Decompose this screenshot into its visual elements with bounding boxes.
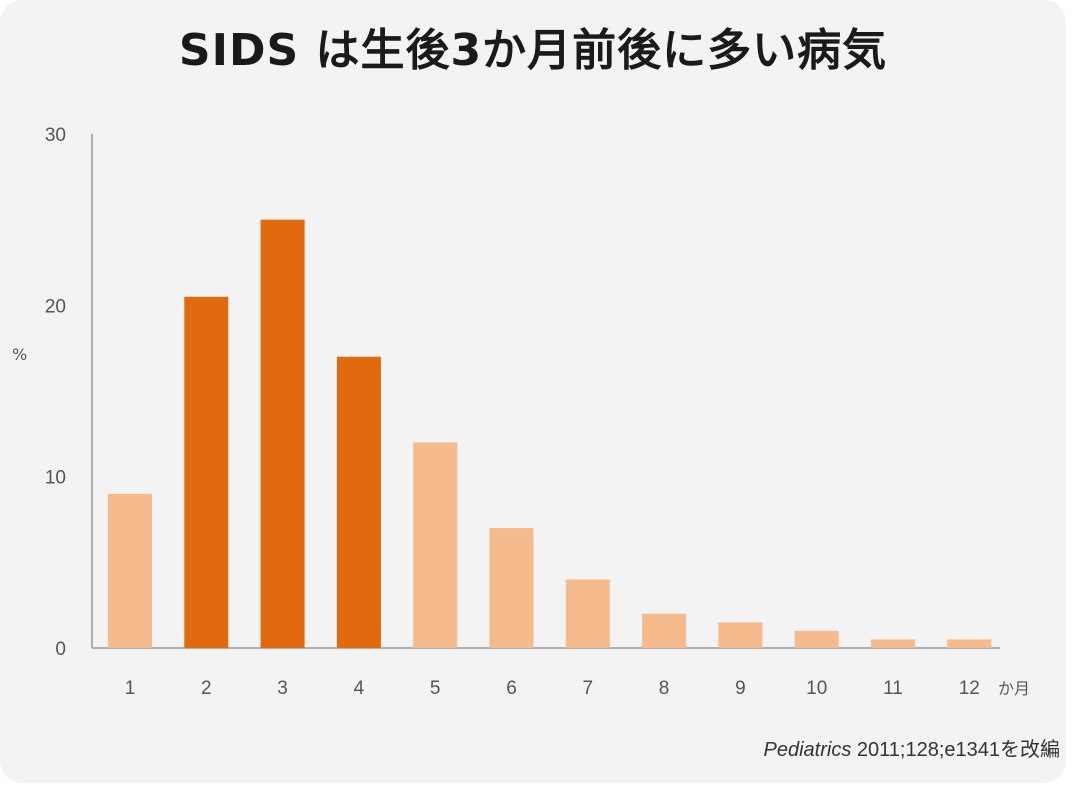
bar-month-10	[794, 630, 839, 648]
x-tick-label: 1	[125, 678, 136, 699]
bar-month-4	[336, 356, 381, 648]
x-tick-label: 6	[506, 678, 517, 699]
x-axis-unit: か月	[998, 679, 1030, 698]
bar-month-3	[260, 219, 305, 648]
x-tick-label: 3	[277, 678, 288, 699]
x-tick-label: 5	[430, 678, 441, 699]
x-tick-label: 4	[354, 678, 365, 699]
x-tick-labels: 1 2 3 4 5 6 7 8 9 10 11 12	[125, 678, 980, 699]
x-tick-label: 7	[583, 678, 594, 699]
bar-month-6	[489, 528, 534, 648]
bar-month-9	[718, 622, 763, 648]
bar-month-7	[565, 579, 610, 648]
y-tick-label: 10	[45, 468, 66, 489]
y-tick-label: 20	[45, 296, 66, 317]
y-tick-label: 0	[55, 639, 66, 660]
x-tick-label: 2	[201, 678, 212, 699]
bar-month-8	[642, 613, 687, 648]
bar-month-5	[413, 442, 458, 648]
x-tick-label: 8	[659, 678, 670, 699]
bar-month-12	[947, 639, 992, 648]
x-tick-label: 10	[806, 678, 827, 699]
x-tick-label: 9	[735, 678, 746, 699]
bar-month-1	[108, 493, 152, 648]
source-journal: Pediatrics	[763, 739, 852, 761]
bars-group	[108, 219, 992, 648]
chart-title: SIDS は生後3か月前後に多い病気	[178, 25, 888, 76]
y-tick-label: 30	[45, 125, 66, 146]
bar-month-2	[184, 296, 229, 648]
x-tick-label: 12	[959, 678, 980, 699]
source-citation: Pediatrics 2011;128;e1341を改編	[764, 733, 1060, 762]
y-tick-labels: 0 10 20 30	[45, 125, 66, 660]
bar-month-11	[871, 639, 915, 648]
y-axis-label: %	[12, 345, 27, 364]
source-reference: 2011;128;e1341を改編	[851, 739, 1060, 761]
x-tick-label: 11	[883, 678, 903, 699]
